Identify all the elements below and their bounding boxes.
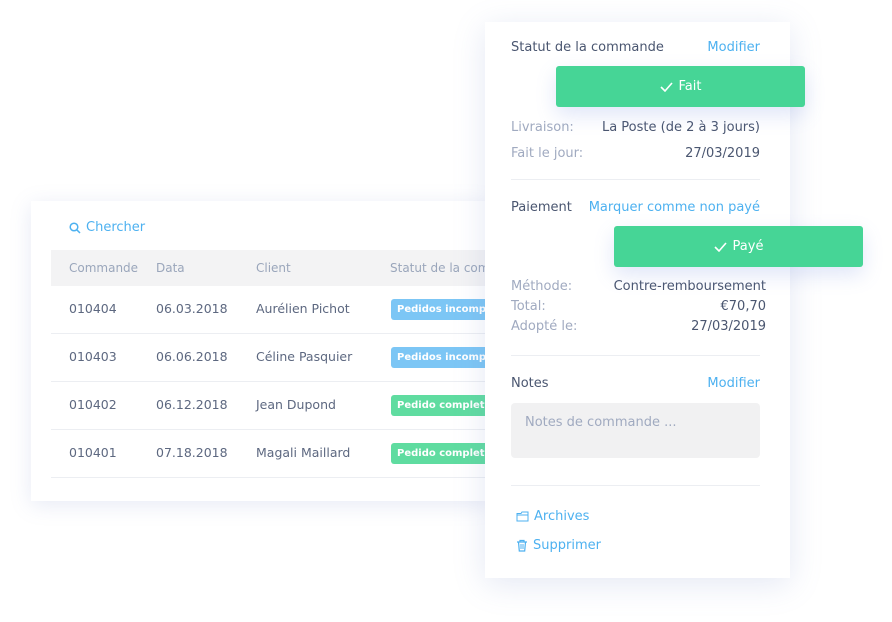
table-row[interactable]: 010402 06.12.2018 Jean Dupond Pedido com… bbox=[51, 382, 491, 430]
mark-unpaid-link[interactable]: Marquer comme non payé bbox=[588, 200, 760, 215]
payment-title: Paiement bbox=[511, 200, 572, 215]
client-name: Céline Pasquier bbox=[256, 349, 353, 364]
search-button[interactable]: Chercher bbox=[69, 220, 145, 235]
done-date-label: Fait le jour: bbox=[511, 146, 584, 161]
notes-input[interactable]: Notes de commande ... bbox=[511, 403, 760, 458]
search-label: Chercher bbox=[86, 220, 146, 235]
client-name: Jean Dupond bbox=[256, 397, 336, 412]
header-order[interactable]: Commande bbox=[69, 261, 139, 275]
divider bbox=[511, 179, 760, 180]
order-number: 010401 bbox=[69, 445, 117, 460]
status-badge: Pedidos incompletos bbox=[391, 299, 491, 320]
order-number: 010404 bbox=[69, 301, 117, 316]
paid-button[interactable]: Payé bbox=[614, 226, 863, 267]
order-number: 010403 bbox=[69, 349, 117, 364]
search-icon bbox=[69, 221, 81, 234]
order-date: 06.12.2018 bbox=[156, 397, 228, 412]
trash-icon bbox=[517, 539, 527, 552]
table-header: Commande Data Client Statut de la comm bbox=[51, 250, 491, 286]
order-date: 07.18.2018 bbox=[156, 445, 228, 460]
adopted-value: 27/03/2019 bbox=[691, 319, 766, 334]
order-number: 010402 bbox=[69, 397, 117, 412]
folder-icon bbox=[516, 511, 529, 522]
delivery-value: La Poste (de 2 à 3 jours) bbox=[601, 120, 760, 135]
delete-link[interactable]: Supprimer bbox=[516, 538, 601, 553]
divider bbox=[511, 485, 760, 486]
delivery-label: Livraison: bbox=[511, 120, 574, 135]
method-value: Contre-remboursement bbox=[613, 279, 766, 294]
divider bbox=[511, 355, 760, 356]
status-done-label: Fait bbox=[678, 79, 702, 94]
delete-label: Supprimer bbox=[533, 538, 601, 553]
client-name: Magali Maillard bbox=[256, 445, 351, 460]
table-row[interactable]: 010403 06.06.2018 Céline Pasquier Pedido… bbox=[51, 334, 491, 382]
header-date[interactable]: Data bbox=[156, 261, 185, 275]
archives-link[interactable]: Archives bbox=[516, 509, 589, 524]
adopted-label: Adopté le: bbox=[511, 319, 578, 334]
client-name: Aurélien Pichot bbox=[256, 301, 350, 316]
status-badge: Pedido completado bbox=[391, 395, 491, 416]
done-date-value: 27/03/2019 bbox=[685, 146, 760, 161]
status-title: Statut de la commande bbox=[511, 40, 664, 55]
notes-modify-link[interactable]: Modifier bbox=[707, 376, 760, 391]
order-date: 06.06.2018 bbox=[156, 349, 228, 364]
total-label: Total: bbox=[511, 299, 546, 314]
paid-label: Payé bbox=[732, 239, 764, 254]
total-value: €70,70 bbox=[720, 299, 767, 314]
notes-title: Notes bbox=[511, 376, 549, 391]
table-row[interactable]: 010404 06.03.2018 Aurélien Pichot Pedido… bbox=[51, 286, 491, 334]
archives-label: Archives bbox=[534, 509, 590, 524]
order-date: 06.03.2018 bbox=[156, 301, 228, 316]
check-icon bbox=[713, 241, 727, 252]
status-badge: Pedidos incompletos bbox=[391, 347, 491, 368]
method-label: Méthode: bbox=[511, 279, 573, 294]
status-done-button[interactable]: Fait bbox=[556, 66, 805, 107]
header-status[interactable]: Statut de la comm bbox=[390, 261, 491, 275]
header-client[interactable]: Client bbox=[256, 261, 291, 275]
table-row[interactable]: 010401 07.18.2018 Magali Maillard Pedido… bbox=[51, 430, 491, 478]
check-icon bbox=[659, 81, 673, 92]
orders-table-card: Chercher Commande Data Client Statut de … bbox=[31, 201, 491, 501]
status-modify-link[interactable]: Modifier bbox=[707, 40, 760, 55]
order-details-panel: Statut de la commande Modifier Livraison… bbox=[485, 22, 790, 578]
status-badge: Pedido completado bbox=[391, 443, 491, 464]
